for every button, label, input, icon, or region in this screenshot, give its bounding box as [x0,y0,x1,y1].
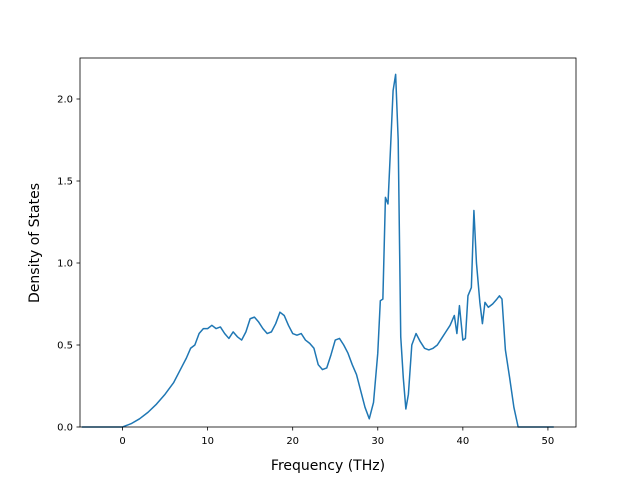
x-axis-ticks: 0 10 20 30 40 50 [119,427,554,447]
series-line-0 [81,73,554,428]
x-axis-label: Frequency (THz) [271,458,385,474]
x-tick-label: 20 [286,436,299,447]
x-tick-label: 0 [119,436,125,447]
y-tick-label: 1.5 [57,177,73,188]
x-tick-label: 40 [456,436,469,447]
y-tick-label: 1.0 [57,259,73,270]
x-tick-label: 50 [542,436,555,447]
y-axis-label: Density of States [27,183,43,303]
plot-area-border [79,57,577,428]
y-tick-label: 2.0 [57,95,73,106]
x-tick-label: 30 [371,436,384,447]
dos-line-series [81,73,554,428]
y-tick-label: 0.0 [57,423,73,434]
y-tick-label: 0.5 [57,341,73,352]
axes-frame [79,57,577,428]
x-tick-label: 10 [201,436,214,447]
y-axis-ticks: 0.0 0.5 1.0 1.5 2.0 [57,95,80,434]
